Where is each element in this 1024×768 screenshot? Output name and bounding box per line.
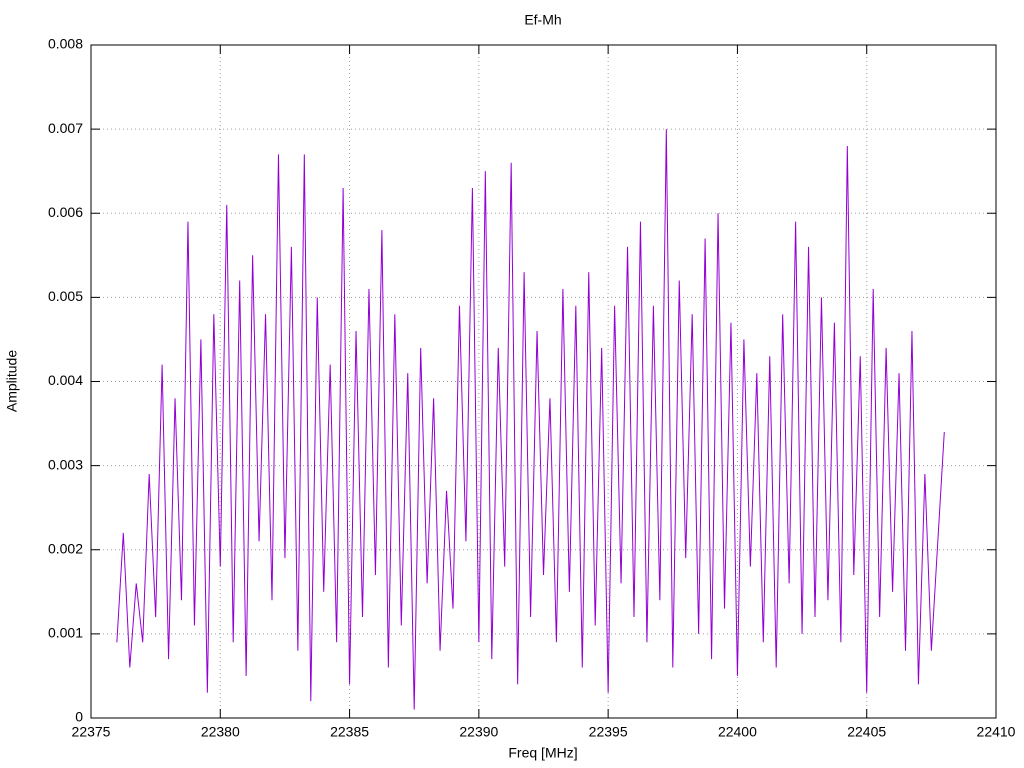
x-tick-label: 22380 — [201, 724, 240, 740]
y-tick-label: 0 — [75, 709, 83, 725]
y-tick-label: 0.006 — [48, 204, 83, 220]
x-tick-label: 22410 — [977, 724, 1016, 740]
x-tick-label: 22385 — [330, 724, 369, 740]
x-tick-label: 22400 — [718, 724, 757, 740]
chart-title: Ef-Mh — [524, 12, 561, 28]
y-tick-label: 0.008 — [48, 36, 83, 52]
x-tick-label: 22375 — [72, 724, 111, 740]
data-line — [116, 129, 945, 710]
y-axis-label: Amplitude — [4, 350, 20, 412]
x-tick-label: 22405 — [847, 724, 886, 740]
y-tick-label: 0.007 — [48, 120, 83, 136]
y-tick-label: 0.005 — [48, 288, 83, 304]
y-tick-label: 0.003 — [48, 456, 83, 472]
y-tick-label: 0.001 — [48, 625, 83, 641]
y-tick-label: 0.004 — [48, 372, 83, 388]
y-tick-label: 0.002 — [48, 540, 83, 556]
x-tick-label: 22390 — [459, 724, 498, 740]
x-tick-label: 22395 — [589, 724, 628, 740]
x-axis-label: Freq [MHz] — [508, 745, 577, 761]
plot-border — [90, 44, 997, 719]
